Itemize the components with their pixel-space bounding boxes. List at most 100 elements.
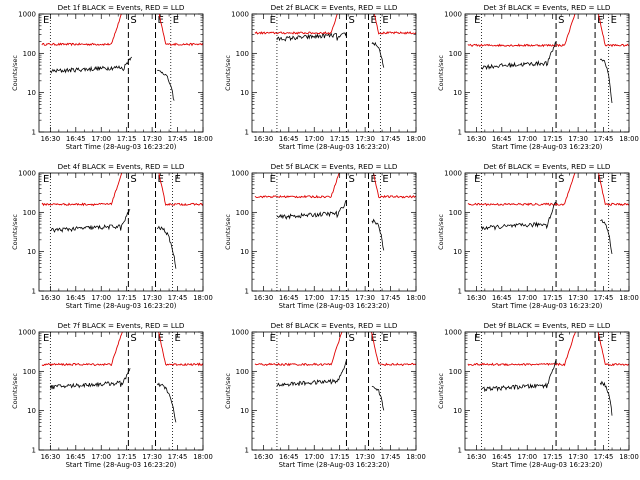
x-axis-label: Start Time (28-Aug-03 16:23:20) xyxy=(492,302,603,310)
series-lld-line xyxy=(467,332,576,367)
x-tick-label: 17:00 xyxy=(304,294,324,302)
marker-label-E: E xyxy=(382,174,388,185)
x-tick-label: 17:15 xyxy=(330,135,350,143)
series-events-line xyxy=(599,380,613,416)
marker-label-E: E xyxy=(371,333,377,344)
series-events-line xyxy=(481,359,557,393)
y-axis-label: Counts/sec xyxy=(437,55,445,91)
x-tick-label: 17:30 xyxy=(355,294,375,302)
x-tick-label: 16:45 xyxy=(279,294,299,302)
series-events-line xyxy=(50,56,133,74)
y-tick-label: 100 xyxy=(449,368,462,376)
marker-label-E: E xyxy=(43,174,49,185)
x-tick-label: 17:30 xyxy=(142,135,162,143)
x-axis-label: Start Time (28-Aug-03 16:23:20) xyxy=(279,143,390,151)
x-tick-label: 16:30 xyxy=(41,294,61,302)
y-axis-label: Counts/sec xyxy=(437,214,445,250)
x-tick-label: 18:00 xyxy=(193,453,213,461)
marker-label-S: S xyxy=(130,15,136,26)
series-events-line xyxy=(156,225,177,269)
series-events-line xyxy=(276,31,347,42)
y-axis-label: Counts/sec xyxy=(437,373,445,409)
x-tick-label: 16:30 xyxy=(254,135,274,143)
series-lld-line xyxy=(41,332,123,367)
x-tick-label: 17:15 xyxy=(117,294,137,302)
y-tick-label: 100 xyxy=(236,368,249,376)
y-tick-label: 100 xyxy=(236,50,249,58)
x-tick-label: 17:15 xyxy=(543,294,563,302)
panel-title: Det 8f BLACK = Events, RED = LLD xyxy=(271,321,398,330)
series-events-line xyxy=(276,359,347,387)
series-events-line xyxy=(156,382,177,423)
x-tick-label: 16:45 xyxy=(492,135,512,143)
x-tick-label: 18:00 xyxy=(406,135,426,143)
y-tick-label: 1000 xyxy=(231,329,249,337)
x-axis-label: Start Time (28-Aug-03 16:23:20) xyxy=(279,302,390,310)
x-tick-label: 17:30 xyxy=(568,135,588,143)
y-tick-label: 1000 xyxy=(444,170,462,178)
x-tick-label: 17:30 xyxy=(142,294,162,302)
x-tick-label: 17:00 xyxy=(517,135,537,143)
panel-title: Det 3f BLACK = Events, RED = LLD xyxy=(484,3,611,12)
marker-label-E: E xyxy=(474,174,480,185)
y-tick-label: 10 xyxy=(27,407,36,415)
x-tick-label: 17:30 xyxy=(355,453,375,461)
series-lld-line xyxy=(254,173,340,199)
x-tick-label: 16:45 xyxy=(279,135,299,143)
marker-label-S: S xyxy=(130,333,136,344)
x-tick-label: 16:30 xyxy=(467,135,487,143)
series-events-line xyxy=(276,199,347,220)
axes-frame xyxy=(464,331,630,451)
series-events-line xyxy=(481,41,557,71)
x-tick-label: 17:00 xyxy=(91,135,111,143)
y-tick-label: 1 xyxy=(32,447,36,455)
marker-label-S: S xyxy=(130,174,136,185)
series-lld-line xyxy=(371,332,416,367)
marker-label-E: E xyxy=(43,15,49,26)
panel-title: Det 6f BLACK = Events, RED = LLD xyxy=(484,162,611,171)
y-axis-label: Counts/sec xyxy=(224,55,232,91)
series-events-line xyxy=(50,209,131,233)
x-tick-label: 17:15 xyxy=(330,294,350,302)
y-axis-label: Counts/sec xyxy=(11,214,19,250)
series-lld-line xyxy=(467,14,576,48)
x-tick-label: 18:00 xyxy=(193,294,213,302)
x-axis-label: Start Time (28-Aug-03 16:23:20) xyxy=(66,461,177,469)
x-tick-label: 17:00 xyxy=(91,453,111,461)
x-tick-label: 18:00 xyxy=(619,135,639,143)
y-tick-label: 100 xyxy=(23,368,36,376)
y-axis-label: Counts/sec xyxy=(224,373,232,409)
y-axis-label: Counts/sec xyxy=(11,373,19,409)
x-tick-label: 17:00 xyxy=(517,453,537,461)
x-axis-label: Start Time (28-Aug-03 16:23:20) xyxy=(66,302,177,310)
axes-frame xyxy=(38,331,204,451)
x-tick-label: 16:45 xyxy=(279,453,299,461)
marker-label-E: E xyxy=(371,174,377,185)
x-tick-label: 17:45 xyxy=(381,453,401,461)
x-tick-label: 17:15 xyxy=(543,135,563,143)
marker-label-E: E xyxy=(158,174,164,185)
marker-label-E: E xyxy=(270,333,276,344)
x-tick-label: 18:00 xyxy=(193,135,213,143)
panel-title: Det 7f BLACK = Events, RED = LLD xyxy=(58,321,185,330)
y-tick-label: 1000 xyxy=(18,329,36,337)
x-tick-label: 18:00 xyxy=(619,294,639,302)
y-tick-label: 1000 xyxy=(18,170,36,178)
x-tick-label: 16:45 xyxy=(66,294,86,302)
y-tick-label: 1000 xyxy=(444,329,462,337)
series-lld-line xyxy=(373,173,416,199)
x-tick-label: 17:45 xyxy=(594,294,614,302)
y-tick-label: 10 xyxy=(240,89,249,97)
x-tick-label: 17:15 xyxy=(543,453,563,461)
x-tick-label: 17:00 xyxy=(91,294,111,302)
panel-title: Det 9f BLACK = Events, RED = LLD xyxy=(484,321,611,330)
marker-label-E: E xyxy=(174,333,180,344)
marker-label-S: S xyxy=(348,174,354,185)
marker-label-E: E xyxy=(382,333,388,344)
